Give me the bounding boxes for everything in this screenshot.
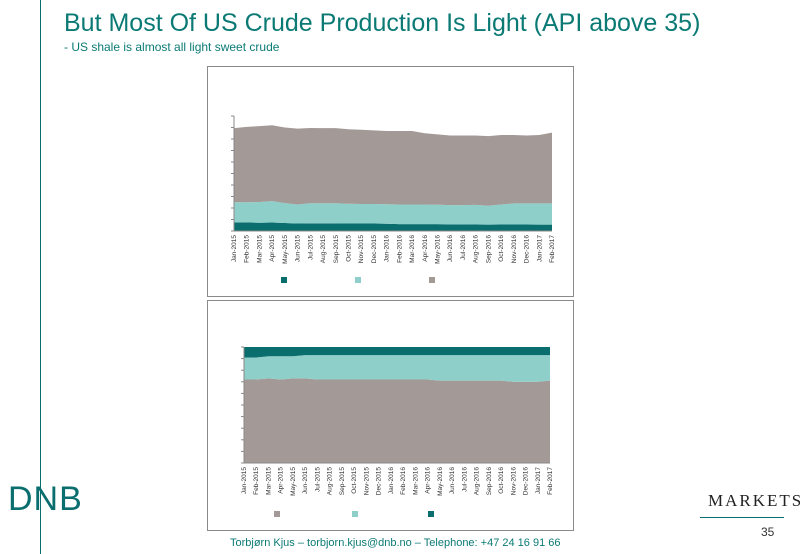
legend-swatch <box>352 511 358 517</box>
x-tick-label: Apr-2016 <box>422 235 429 262</box>
x-tick-label: Jun-2015 <box>302 467 309 494</box>
chart-2-panel: Jan-2015 Feb-2015 Mar-2015 Apr-2015 May-2015… <box>207 300 574 531</box>
slide-title: But Most Of US Crude Production Is Light… <box>64 9 701 37</box>
x-tick-label: Mar-2016 <box>409 235 416 263</box>
x-tick-label: Sep-2016 <box>486 467 493 496</box>
x-tick-label: May-2016 <box>435 235 442 264</box>
x-tick-label: Nov-2016 <box>511 235 518 264</box>
x-tick-label: Jan-2017 <box>535 467 542 494</box>
area-series-1 <box>234 201 552 225</box>
legend-swatch <box>355 277 361 283</box>
x-tick-label: Nov-2016 <box>510 467 517 496</box>
x-tick-label: Nov-2015 <box>363 467 370 496</box>
x-tick-label: Jul-2015 <box>314 467 321 492</box>
x-tick-label: Jul-2016 <box>461 467 468 492</box>
x-tick-label: Oct-2015 <box>351 467 358 494</box>
x-tick-label: Oct-2015 <box>345 235 352 262</box>
chart-1-panel: Jan-2015 Feb-2015 Mar-2015 Apr-2015 May-2015… <box>207 66 574 297</box>
slide-subtitle: - US shale is almost all light sweet cru… <box>64 40 280 54</box>
x-tick-label: Feb-2017 <box>549 235 556 263</box>
legend-swatch <box>429 277 435 283</box>
chart-2-svg: Jan-2015 Feb-2015 Mar-2015 Apr-2015 May-2015… <box>241 346 554 517</box>
x-tick-label: Feb-2016 <box>400 467 407 495</box>
x-tick-label: Aug-2016 <box>473 235 480 264</box>
x-tick-label: Jan-2015 <box>231 235 238 262</box>
x-tick-label: Jun-2015 <box>295 235 302 262</box>
legend-swatch <box>274 511 280 517</box>
x-tick-label: Mar-2016 <box>412 467 419 495</box>
dnb-logo: DNB <box>8 480 83 518</box>
x-tick-label: Dec-2015 <box>376 467 383 496</box>
x-tick-label: Feb-2017 <box>547 467 554 495</box>
x-tick-label: Feb-2015 <box>244 235 251 263</box>
x-tick-label: Oct-2016 <box>498 467 505 494</box>
legend-swatch <box>281 277 287 283</box>
x-tick-label: Jan-2016 <box>384 235 391 262</box>
x-tick-label: Oct-2016 <box>498 235 505 262</box>
x-tick-label: Jul-2015 <box>307 235 314 260</box>
x-tick-label: Feb-2015 <box>253 467 260 495</box>
x-tick-label: Jun-2016 <box>447 235 454 262</box>
x-tick-label: Jan-2017 <box>536 235 543 262</box>
x-tick-label: Aug-2015 <box>320 235 327 264</box>
x-tick-label: Apr-2015 <box>269 235 276 262</box>
legend-swatch <box>428 511 434 517</box>
x-tick-label: Feb-2016 <box>396 235 403 263</box>
page-number: 35 <box>761 525 775 539</box>
x-tick-label: Nov-2015 <box>358 235 365 264</box>
x-tick-label: Apr-2016 <box>425 467 432 494</box>
x-tick-label: May-2016 <box>437 467 444 496</box>
x-tick-label: Aug-2016 <box>474 467 481 496</box>
x-tick-label: Jun-2016 <box>449 467 456 494</box>
x-tick-label: Dec-2016 <box>524 235 531 264</box>
chart-1-svg: Jan-2015 Feb-2015 Mar-2015 Apr-2015 May-2015… <box>231 115 556 283</box>
brand-rule <box>700 517 784 518</box>
x-tick-label: May-2015 <box>290 467 297 496</box>
markets-brand: MARKETS <box>708 491 800 510</box>
x-tick-label: May-2015 <box>282 235 289 264</box>
x-tick-label: Apr-2015 <box>278 467 285 494</box>
x-tick-label: Sep-2015 <box>339 467 346 496</box>
x-tick-label: Mar-2015 <box>256 235 263 263</box>
x-tick-label: Jan-2015 <box>241 467 248 494</box>
x-tick-label: Aug-2015 <box>327 467 334 496</box>
area-series-1 <box>244 355 550 382</box>
slide-left-rule <box>40 0 41 554</box>
footer-contact: Torbjørn Kjus – torbjorn.kjus@dnb.no – T… <box>230 537 561 549</box>
x-tick-label: Dec-2015 <box>371 235 378 264</box>
x-tick-label: Jan-2016 <box>388 467 395 494</box>
area-series-0 <box>244 378 550 463</box>
area-series-2 <box>244 347 550 358</box>
x-tick-label: Dec-2016 <box>523 467 530 496</box>
x-tick-label: Mar-2015 <box>265 467 272 495</box>
x-tick-label: Sep-2016 <box>485 235 492 264</box>
x-tick-label: Jul-2016 <box>460 235 467 260</box>
area-series-2 <box>234 125 552 206</box>
area-series-0 <box>234 222 552 231</box>
x-tick-label: Sep-2015 <box>333 235 340 264</box>
